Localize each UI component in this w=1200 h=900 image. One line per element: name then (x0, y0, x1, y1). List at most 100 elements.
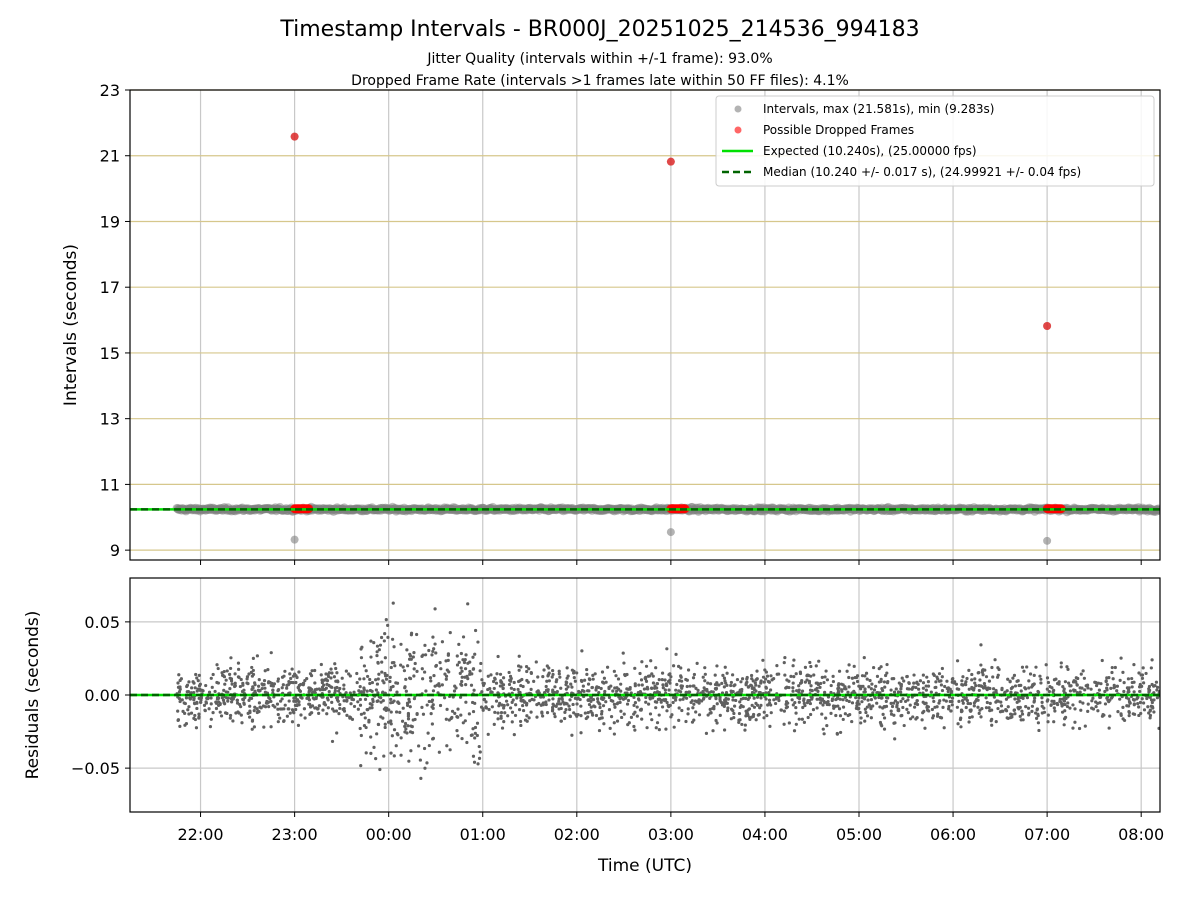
residual-point (609, 715, 614, 719)
residual-point (454, 686, 458, 690)
residual-point (248, 715, 252, 719)
residual-point (950, 696, 955, 700)
residual-point (307, 702, 311, 706)
residual-point (424, 689, 428, 693)
residual-point (420, 705, 424, 710)
residual-point (399, 642, 403, 646)
residual-point (565, 666, 569, 670)
residual-point (526, 680, 530, 684)
residual-point (703, 672, 707, 676)
residual-point (269, 651, 273, 655)
residual-point (911, 686, 915, 690)
residual-point (820, 712, 824, 716)
residual-point (906, 711, 910, 715)
residual-point (1059, 661, 1063, 665)
residual-point (1039, 681, 1043, 685)
residual-point (955, 687, 959, 691)
residual-point (1110, 665, 1114, 670)
residual-point (941, 705, 945, 709)
residual-point (889, 688, 893, 692)
residual-point (285, 714, 289, 718)
residual-point (787, 679, 791, 683)
residual-point (578, 697, 582, 702)
residual-point (392, 754, 396, 758)
residual-point (350, 695, 354, 699)
residual-point (1013, 712, 1017, 716)
residual-point (497, 704, 501, 708)
residual-point (473, 628, 478, 633)
residual-point (375, 644, 380, 648)
residual-point (1130, 676, 1134, 681)
residual-point (761, 675, 766, 679)
residual-point (765, 674, 770, 678)
residual-point (1025, 665, 1029, 669)
residual-point (937, 701, 941, 705)
residual-point (512, 687, 516, 692)
residual-point (769, 688, 773, 692)
residual-point (850, 719, 854, 724)
residual-point (940, 675, 944, 679)
residual-point (1073, 707, 1077, 711)
residual-point (401, 706, 405, 710)
residual-point (914, 701, 918, 705)
residual-point (576, 712, 580, 717)
residual-point (1105, 682, 1109, 687)
x-tick-label-02:00: 02:00 (554, 825, 600, 844)
residual-point (192, 681, 196, 685)
residual-point (245, 681, 249, 685)
residual-point (665, 709, 669, 713)
residual-point (399, 736, 403, 740)
residual-point (359, 733, 363, 738)
residual-point (668, 672, 672, 676)
residual-point (1016, 705, 1020, 710)
residual-point (1152, 710, 1156, 714)
residual-point (1122, 689, 1126, 694)
residual-point (376, 677, 380, 681)
residual-point (226, 699, 230, 703)
residual-point (789, 674, 793, 678)
residual-point (835, 731, 839, 736)
residual-point (721, 673, 725, 677)
residual-point (792, 675, 796, 679)
residual-point (946, 707, 951, 711)
residual-point (472, 760, 477, 764)
residual-point (417, 744, 421, 748)
residual-point (438, 703, 443, 708)
residual-point (562, 702, 566, 706)
residual-point (863, 690, 867, 694)
residual-point (1065, 704, 1070, 709)
residual-point (240, 721, 244, 725)
residual-point (942, 698, 946, 702)
residual-point (586, 698, 590, 702)
residual-point (798, 670, 802, 674)
residual-point (404, 677, 408, 681)
residual-point (684, 696, 689, 700)
residual-point (1036, 721, 1040, 725)
residual-point (422, 746, 427, 751)
residual-point (714, 696, 718, 701)
residual-point (1104, 679, 1108, 683)
residual-point (230, 682, 234, 686)
residual-point (181, 709, 185, 713)
residual-point (951, 676, 955, 681)
residual-point (510, 700, 514, 705)
residual-point (674, 698, 678, 702)
residual-point (570, 685, 574, 689)
residual-point (444, 717, 448, 721)
residual-point (529, 671, 533, 676)
residual-point (1038, 674, 1042, 678)
residual-point (299, 713, 303, 717)
residual-point (588, 678, 592, 682)
residual-point (342, 707, 346, 711)
residual-point (464, 700, 468, 704)
residual-point (551, 697, 555, 701)
residual-point (671, 700, 675, 705)
residual-point (1127, 686, 1131, 690)
residual-point (280, 697, 284, 701)
residual-point (389, 719, 393, 723)
residual-point (233, 672, 237, 676)
residual-point (573, 679, 577, 683)
residual-point (999, 700, 1003, 704)
residual-point (1030, 704, 1035, 708)
residual-point (642, 687, 647, 691)
